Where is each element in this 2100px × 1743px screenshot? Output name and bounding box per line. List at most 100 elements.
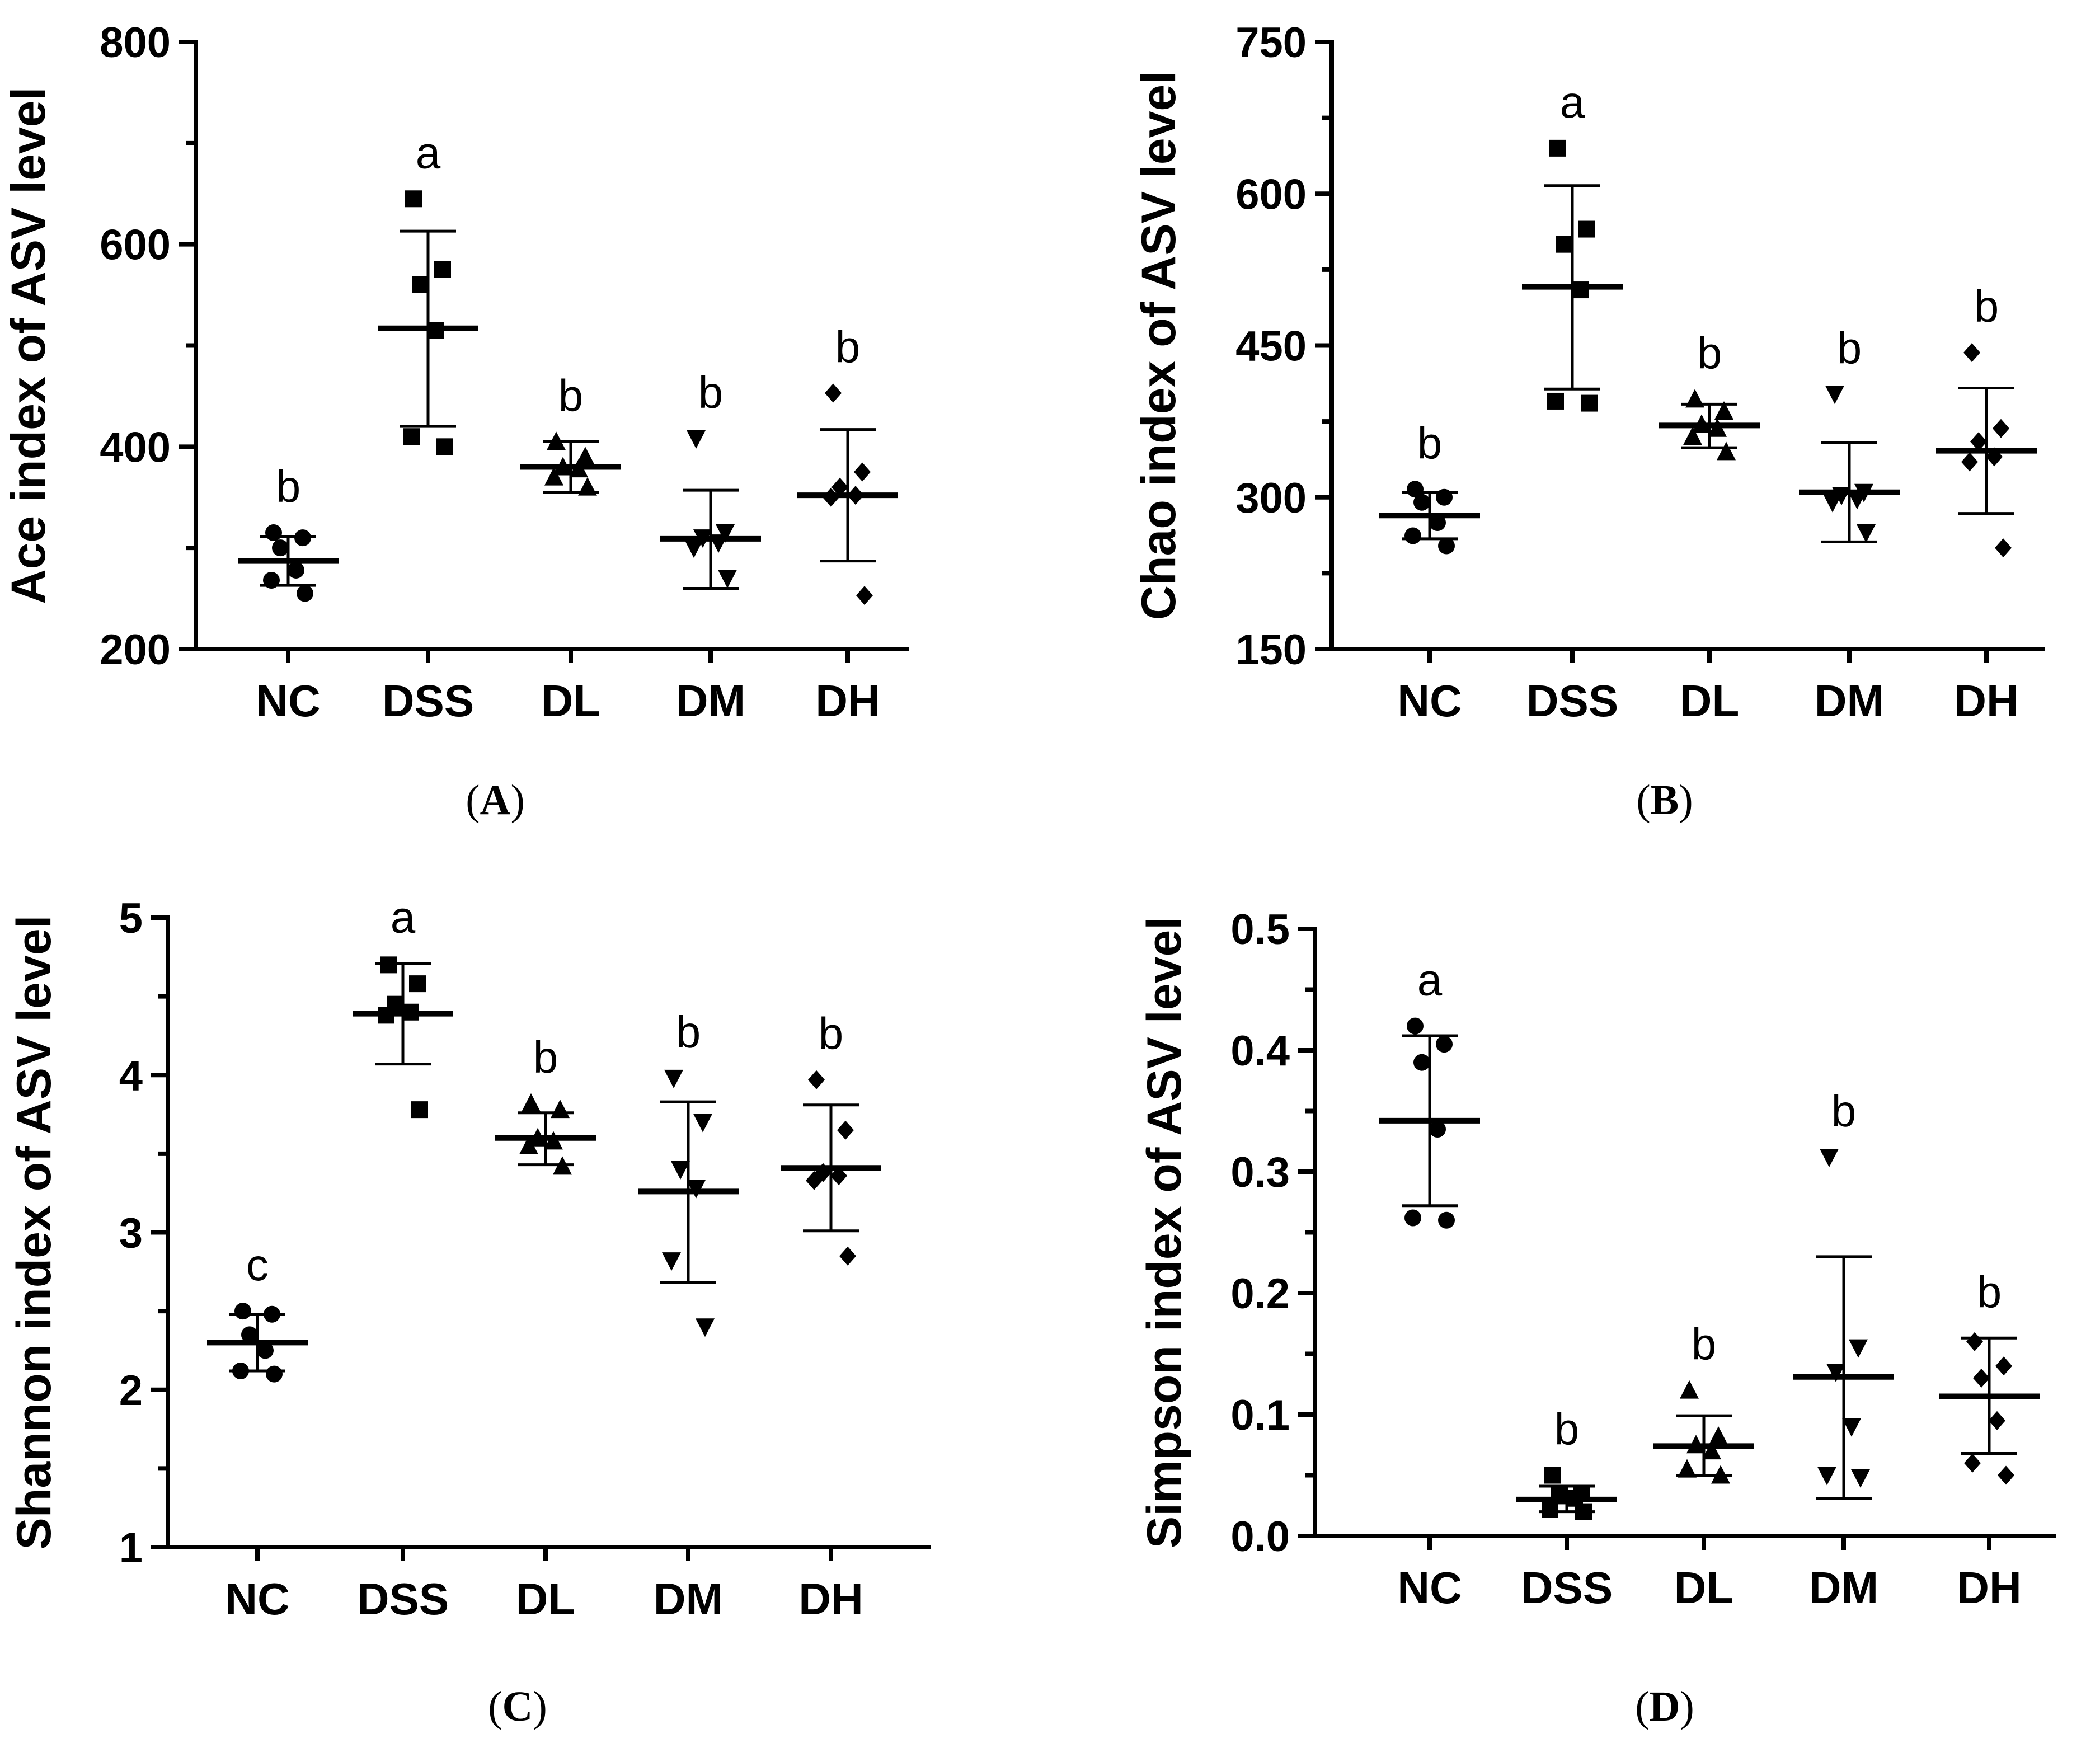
x-category-label: DM [676,676,745,726]
y-tick-label: 0.3 [1230,1149,1290,1196]
data-point [1549,139,1566,157]
x-category-label: NC [1397,676,1462,726]
data-point [403,428,420,445]
chart-panel-d: 0.0 0.1 0.2 0.3 0.4 0.5 Simpson index of ASV l… [1138,906,2056,1730]
y-tick-label: 4 [119,1052,143,1100]
data-point [553,1156,572,1175]
data-point [411,1101,428,1119]
data-point [1995,1356,2012,1376]
group-dl: DL b [1653,1319,1754,1613]
data-point [1680,1380,1699,1399]
significance-letter: b [835,322,861,372]
data-point [1685,389,1704,408]
y-tick-label: 300 [1235,474,1307,522]
group-dss: DSS b [1516,1404,1617,1613]
data-point [1842,1418,1861,1437]
group-nc: NC b [238,462,339,726]
data-point [1686,1435,1706,1454]
data-point [1702,1441,1721,1460]
data-point [544,1131,563,1150]
significance-letter: b [1837,323,1862,373]
data-point [1436,488,1453,506]
y-tick-label: 0.4 [1230,1027,1290,1075]
data-point [687,430,706,449]
group-dm: DM b [1793,1086,1894,1613]
data-point [1683,426,1702,445]
data-point [718,570,737,589]
x-category-label: DH [1957,1563,2022,1613]
significance-letter: a [391,892,416,942]
panel-label: (D) [1635,1683,1694,1730]
data-point [1970,432,1987,452]
data-point [405,190,422,208]
x-category-label: NC [1397,1563,1462,1613]
data-point [847,486,864,505]
data-point [1825,386,1844,405]
group-dl: DL b [520,370,621,726]
data-point [1989,1411,2005,1430]
x-category-label: DSS [1521,1563,1613,1613]
data-point [1438,1211,1455,1229]
data-point [854,462,871,482]
significance-letter: c [246,1240,269,1290]
data-point [234,1303,251,1320]
significance-letter: b [1977,1267,2002,1317]
data-point [1832,487,1851,506]
group-nc: NC a [1379,955,1480,1613]
x-category-label: DM [1815,676,1884,726]
data-point [684,539,703,558]
y-tick-label: 750 [1235,19,1307,67]
significance-letter: b [676,1007,701,1057]
data-point [1709,1426,1728,1445]
data-point [576,447,595,466]
y-tick-label: 1 [119,1524,143,1572]
group-dss: DSS a [378,128,478,726]
x-category-label: DSS [357,1574,449,1624]
data-point [1692,414,1711,433]
x-category-label: DM [654,1574,723,1624]
y-tick-label: 150 [1235,626,1307,674]
y-tick-label: 600 [1235,171,1307,218]
data-point [687,1180,706,1199]
data-point [1711,1465,1730,1484]
y-tick-label: 450 [1235,323,1307,370]
group-dm: DM b [660,368,761,726]
data-point [1986,447,2003,467]
data-point [266,1365,283,1383]
significance-letter: b [698,368,724,417]
data-point [709,534,728,553]
significance-letter: b [1692,1319,1717,1369]
group-nc: NC c [207,1240,308,1624]
significance-letter: b [1554,1404,1580,1454]
data-point [569,459,588,478]
data-point [1407,481,1424,498]
y-tick-label: 0.1 [1230,1392,1290,1439]
data-point [378,1007,394,1024]
data-point [263,572,280,589]
data-point [1708,418,1727,437]
data-point [1678,1459,1697,1478]
data-point [716,524,735,543]
group-dl: DL b [1659,328,1760,726]
significance-letter: b [558,370,584,420]
x-category-label: DH [1954,676,2019,726]
significance-letter: b [1417,418,1443,468]
y-axis-title: Simpson index of ASV level [1138,917,1191,1548]
y-tick-label: 5 [119,895,143,942]
data-point [1995,538,2012,558]
data-point [830,1166,847,1186]
x-category-label: DH [798,1574,863,1624]
data-point [436,438,453,455]
data-point [671,1161,690,1180]
significance-letter: b [819,1009,844,1059]
data-point [839,1246,856,1266]
data-point [1714,401,1733,420]
data-point [1963,343,1980,363]
chart-panel-c: 1 2 3 4 5 Shannon index of ASV level NC c DSS a DL… [7,892,931,1730]
group-dh: DH b [781,1009,881,1624]
data-point [1966,1332,1983,1351]
data-point [257,1342,274,1359]
x-category-label: DL [516,1574,576,1624]
y-tick-label: 0.0 [1230,1513,1290,1561]
